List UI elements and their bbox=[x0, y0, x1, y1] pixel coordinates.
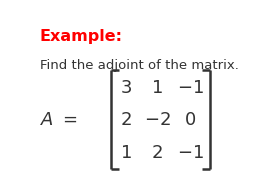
Text: 1: 1 bbox=[152, 79, 163, 96]
Text: 0: 0 bbox=[185, 111, 196, 129]
Text: $-1$: $-1$ bbox=[177, 144, 204, 162]
Text: 2: 2 bbox=[121, 111, 132, 129]
Text: $-2$: $-2$ bbox=[144, 111, 171, 129]
Text: 3: 3 bbox=[121, 79, 132, 96]
Text: $A\ =$: $A\ =$ bbox=[40, 111, 77, 129]
Text: Example:: Example: bbox=[40, 29, 123, 44]
Text: $-1$: $-1$ bbox=[177, 79, 204, 96]
Text: 1: 1 bbox=[121, 144, 132, 162]
Text: Find the adjoint of the matrix.: Find the adjoint of the matrix. bbox=[40, 59, 238, 72]
Text: 2: 2 bbox=[152, 144, 163, 162]
